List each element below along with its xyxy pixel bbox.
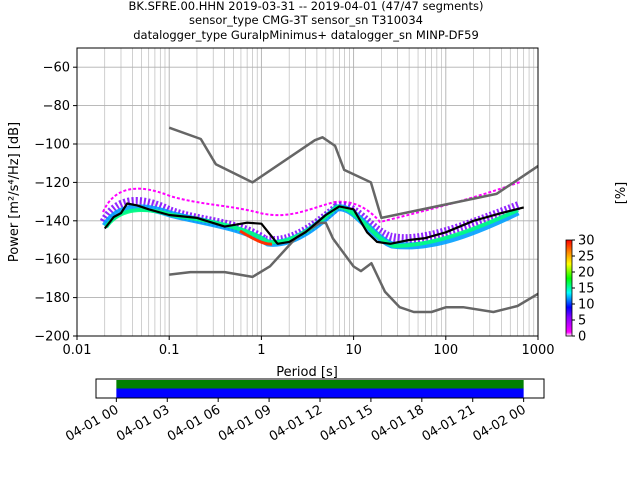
coverage-data-available bbox=[116, 380, 524, 389]
x-tick-label: 0.01 bbox=[63, 343, 92, 358]
psd-grid bbox=[76, 48, 538, 337]
series-mode bbox=[103, 202, 524, 245]
colorbar-tick-label: 5 bbox=[578, 314, 586, 329]
x-tick-label: 1000 bbox=[521, 343, 554, 358]
y-tick-label: −140 bbox=[34, 214, 70, 229]
title-line-2: sensor_type CMG-3T sensor_sn T310034 bbox=[189, 13, 423, 27]
x-tick-label: 0.1 bbox=[159, 343, 180, 358]
timeline-tick-label: 04-01 21 bbox=[420, 402, 478, 444]
colorbar-tick-label: 30 bbox=[578, 234, 595, 249]
timeline-tick-label: 04-01 18 bbox=[369, 402, 427, 444]
series-noise-model-high bbox=[168, 126, 538, 220]
timeline-bars bbox=[116, 380, 524, 398]
psd-frame bbox=[76, 47, 539, 337]
y-axis-label: Power [m²/s⁴/Hz] [dB] bbox=[7, 122, 22, 262]
psd-x-ticks: 0.01 0.1 1 10 100 1000 bbox=[63, 336, 555, 358]
psd-y-ticks: −200 −180 −160 −140 −120 −100 −80 −60 bbox=[34, 61, 77, 345]
y-tick-label: −160 bbox=[34, 253, 70, 268]
x-axis-label: Period [s] bbox=[276, 365, 338, 380]
coverage-data-used bbox=[116, 388, 524, 398]
y-tick-label: −120 bbox=[34, 176, 70, 191]
timeline-tick-label: 04-01 00 bbox=[63, 402, 121, 444]
colorbar-label: [%] bbox=[614, 182, 629, 205]
colorbar-tick-label: 25 bbox=[578, 250, 595, 265]
psd-plot: 0.01 0.1 1 10 100 1000 −200 −180 −160 −140 −120 −1… bbox=[7, 47, 555, 380]
timeline-tick-label: 04-01 12 bbox=[267, 402, 325, 444]
timeline-tick-label: 04-01 09 bbox=[216, 402, 274, 444]
timeline-tick-label: 04-02 00 bbox=[471, 402, 529, 444]
y-tick-label: −100 bbox=[34, 138, 70, 153]
y-tick-label: −200 bbox=[34, 330, 70, 345]
y-tick-label: −180 bbox=[34, 291, 70, 306]
series-noise-model-low bbox=[169, 221, 538, 314]
x-tick-label: 100 bbox=[433, 343, 458, 358]
timeline-tick-label: 04-01 15 bbox=[318, 402, 376, 444]
title-line-1: BK.SFRE.00.HHN 2019-03-31 -- 2019-04-01 … bbox=[129, 0, 484, 13]
colorbar-tick-label: 20 bbox=[578, 266, 595, 281]
timeline-tick-label: 04-01 06 bbox=[165, 402, 223, 444]
colorbar-gradient bbox=[565, 239, 573, 337]
x-tick-label: 1 bbox=[257, 343, 265, 358]
timeline-tick-label: 04-01 03 bbox=[114, 402, 172, 444]
colorbar-tick-label: 15 bbox=[578, 282, 595, 297]
y-tick-label: −60 bbox=[43, 61, 70, 76]
colorbar-tick-label: 10 bbox=[578, 298, 595, 313]
x-tick-label: 10 bbox=[345, 343, 362, 358]
y-tick-label: −80 bbox=[43, 99, 70, 114]
title-line-3: datalogger_type GuralpMinimus+ datalogge… bbox=[133, 28, 479, 42]
colorbar-tick-label: 0 bbox=[578, 330, 586, 345]
psd-lines bbox=[103, 126, 538, 314]
